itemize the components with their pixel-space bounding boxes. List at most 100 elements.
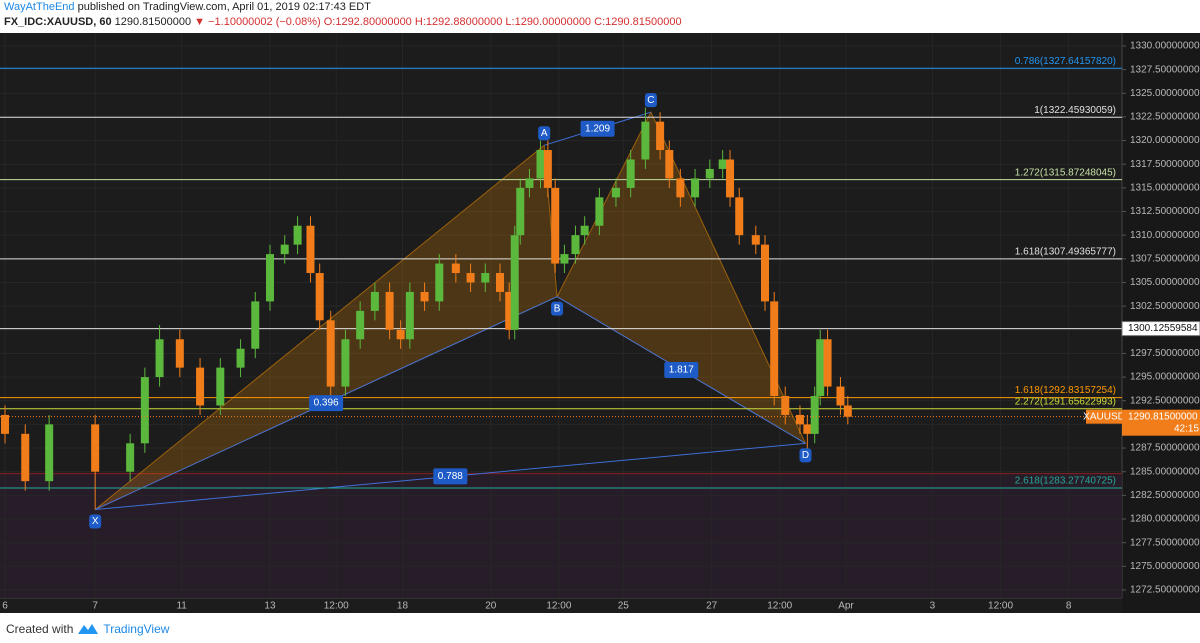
candle-body: [196, 367, 205, 406]
change: ▼ −1.10000002 (−0.08%): [194, 16, 321, 28]
support-zone: [0, 473, 1122, 598]
candle-body: [810, 396, 819, 434]
y-tick-label: 1280.00000000: [1130, 514, 1200, 525]
candle-body: [435, 263, 444, 302]
candle-body: [718, 159, 727, 169]
ratio-label: 1.209: [585, 123, 610, 134]
candle-body: [175, 339, 184, 368]
candle-body: [823, 339, 832, 387]
candle-body: [306, 225, 315, 274]
point-label: C: [647, 95, 654, 106]
fib-level-label: 1.618(1307.49365777): [1015, 247, 1116, 258]
symbol-box: [1086, 409, 1122, 424]
y-tick-label: 1320.00000000: [1130, 135, 1200, 146]
candle-body: [560, 254, 569, 264]
y-tick-label: 1302.50000000: [1130, 301, 1200, 312]
ratio-box: [664, 361, 699, 378]
candle-body: [405, 291, 414, 340]
last-price-label: 1290.81500000: [1128, 411, 1198, 422]
x-tick-label: 12:00: [988, 601, 1013, 612]
last: 1290.81500000: [114, 16, 192, 28]
candle-body: [265, 254, 274, 302]
candle-body: [280, 244, 289, 255]
y-tick-label: 1297.50000000: [1130, 348, 1200, 359]
x-tick-label: 12:00: [767, 601, 792, 612]
point-box: [644, 93, 657, 108]
ratio-label: 0.788: [438, 471, 463, 482]
fib-level-label: 2.272(1291.65622993): [1015, 396, 1116, 407]
y-tick-label: 1315.00000000: [1130, 183, 1200, 194]
candle-body: [293, 225, 302, 245]
point-box: [799, 448, 812, 463]
x-tick-label: 12:00: [546, 601, 571, 612]
candle-body: [481, 273, 490, 283]
candle-body: [611, 187, 620, 198]
candle-body: [516, 187, 525, 236]
candle-body: [356, 310, 365, 340]
ohlc: L:1290.00000000: [505, 16, 592, 28]
candle-body: [843, 405, 852, 417]
symbol-label: XAUUSD: [1083, 411, 1125, 422]
candle-body: [665, 150, 674, 179]
x-tick-label: 6: [2, 601, 8, 612]
candle-body: [751, 235, 760, 245]
candle-body: [836, 386, 845, 406]
candle-body: [795, 414, 804, 425]
candle-body: [536, 150, 545, 179]
candle-body: [251, 301, 260, 349]
x-tick-label: 25: [618, 601, 630, 612]
candle-body: [761, 244, 770, 302]
candle-body: [326, 320, 335, 387]
candle-body: [641, 121, 650, 160]
last-price-box: [1122, 409, 1200, 436]
x-tick-label: 7: [92, 601, 98, 612]
header-line: FX_IDC:XAUUSD, 60 1290.81500000 ▼ −1.100…: [4, 15, 682, 30]
candle-body: [396, 329, 405, 340]
marker-label: 1300.12559584: [1128, 323, 1198, 334]
candle-body: [626, 159, 635, 188]
ratio-box: [580, 120, 615, 137]
x-tick-label: 8: [1066, 601, 1072, 612]
y-tick-label: 1292.50000000: [1130, 395, 1200, 406]
candle-body: [370, 291, 379, 311]
ohlc: H:1292.88000000: [414, 16, 503, 28]
candle-body: [816, 339, 825, 397]
y-tick-label: 1312.50000000: [1130, 206, 1200, 217]
ohlc: C:1290.81500000: [594, 16, 682, 28]
footer-brand[interactable]: TradingView: [103, 622, 170, 636]
author[interactable]: WayAtTheEnd: [4, 1, 75, 13]
point-label: D: [802, 450, 809, 461]
footer-text: Created with: [6, 622, 74, 636]
fib-level-label: 1.618(1292.83157254): [1015, 385, 1116, 396]
ratio-label: 0.396: [314, 398, 339, 409]
logo: [78, 624, 99, 634]
y-tick-label: 1287.50000000: [1130, 443, 1200, 454]
candle-body: [315, 273, 324, 321]
y-tick-label: 1295.00000000: [1130, 372, 1200, 383]
symbol: FX_IDC:XAUUSD, 60: [4, 16, 112, 28]
candle-body: [691, 178, 700, 198]
header-line: WayAtTheEnd published on TradingView.com…: [4, 0, 682, 15]
candle-body: [236, 348, 245, 368]
candle-body: [543, 150, 552, 188]
candle-body: [510, 235, 519, 330]
y-tick-label: 1317.50000000: [1130, 159, 1200, 170]
y-tick-label: 1282.50000000: [1130, 490, 1200, 501]
candle-body: [216, 367, 225, 406]
candle-body: [496, 273, 505, 292]
candle-body: [595, 197, 604, 226]
candle-body: [735, 197, 744, 236]
candle-body: [140, 377, 149, 444]
ohlc: O:1292.80000000: [323, 16, 412, 28]
x-tick-label: 11: [176, 601, 187, 612]
candle-body: [676, 178, 685, 198]
x-tick-label: Apr: [838, 601, 854, 612]
candle-body: [91, 424, 100, 472]
candle-body: [420, 291, 429, 302]
fib-level-label: 1(1322.45930059): [1034, 105, 1116, 116]
candle-body: [126, 443, 135, 472]
candle-body: [580, 225, 589, 236]
point-box: [538, 126, 551, 141]
y-tick-label: 1277.50000000: [1130, 537, 1200, 548]
